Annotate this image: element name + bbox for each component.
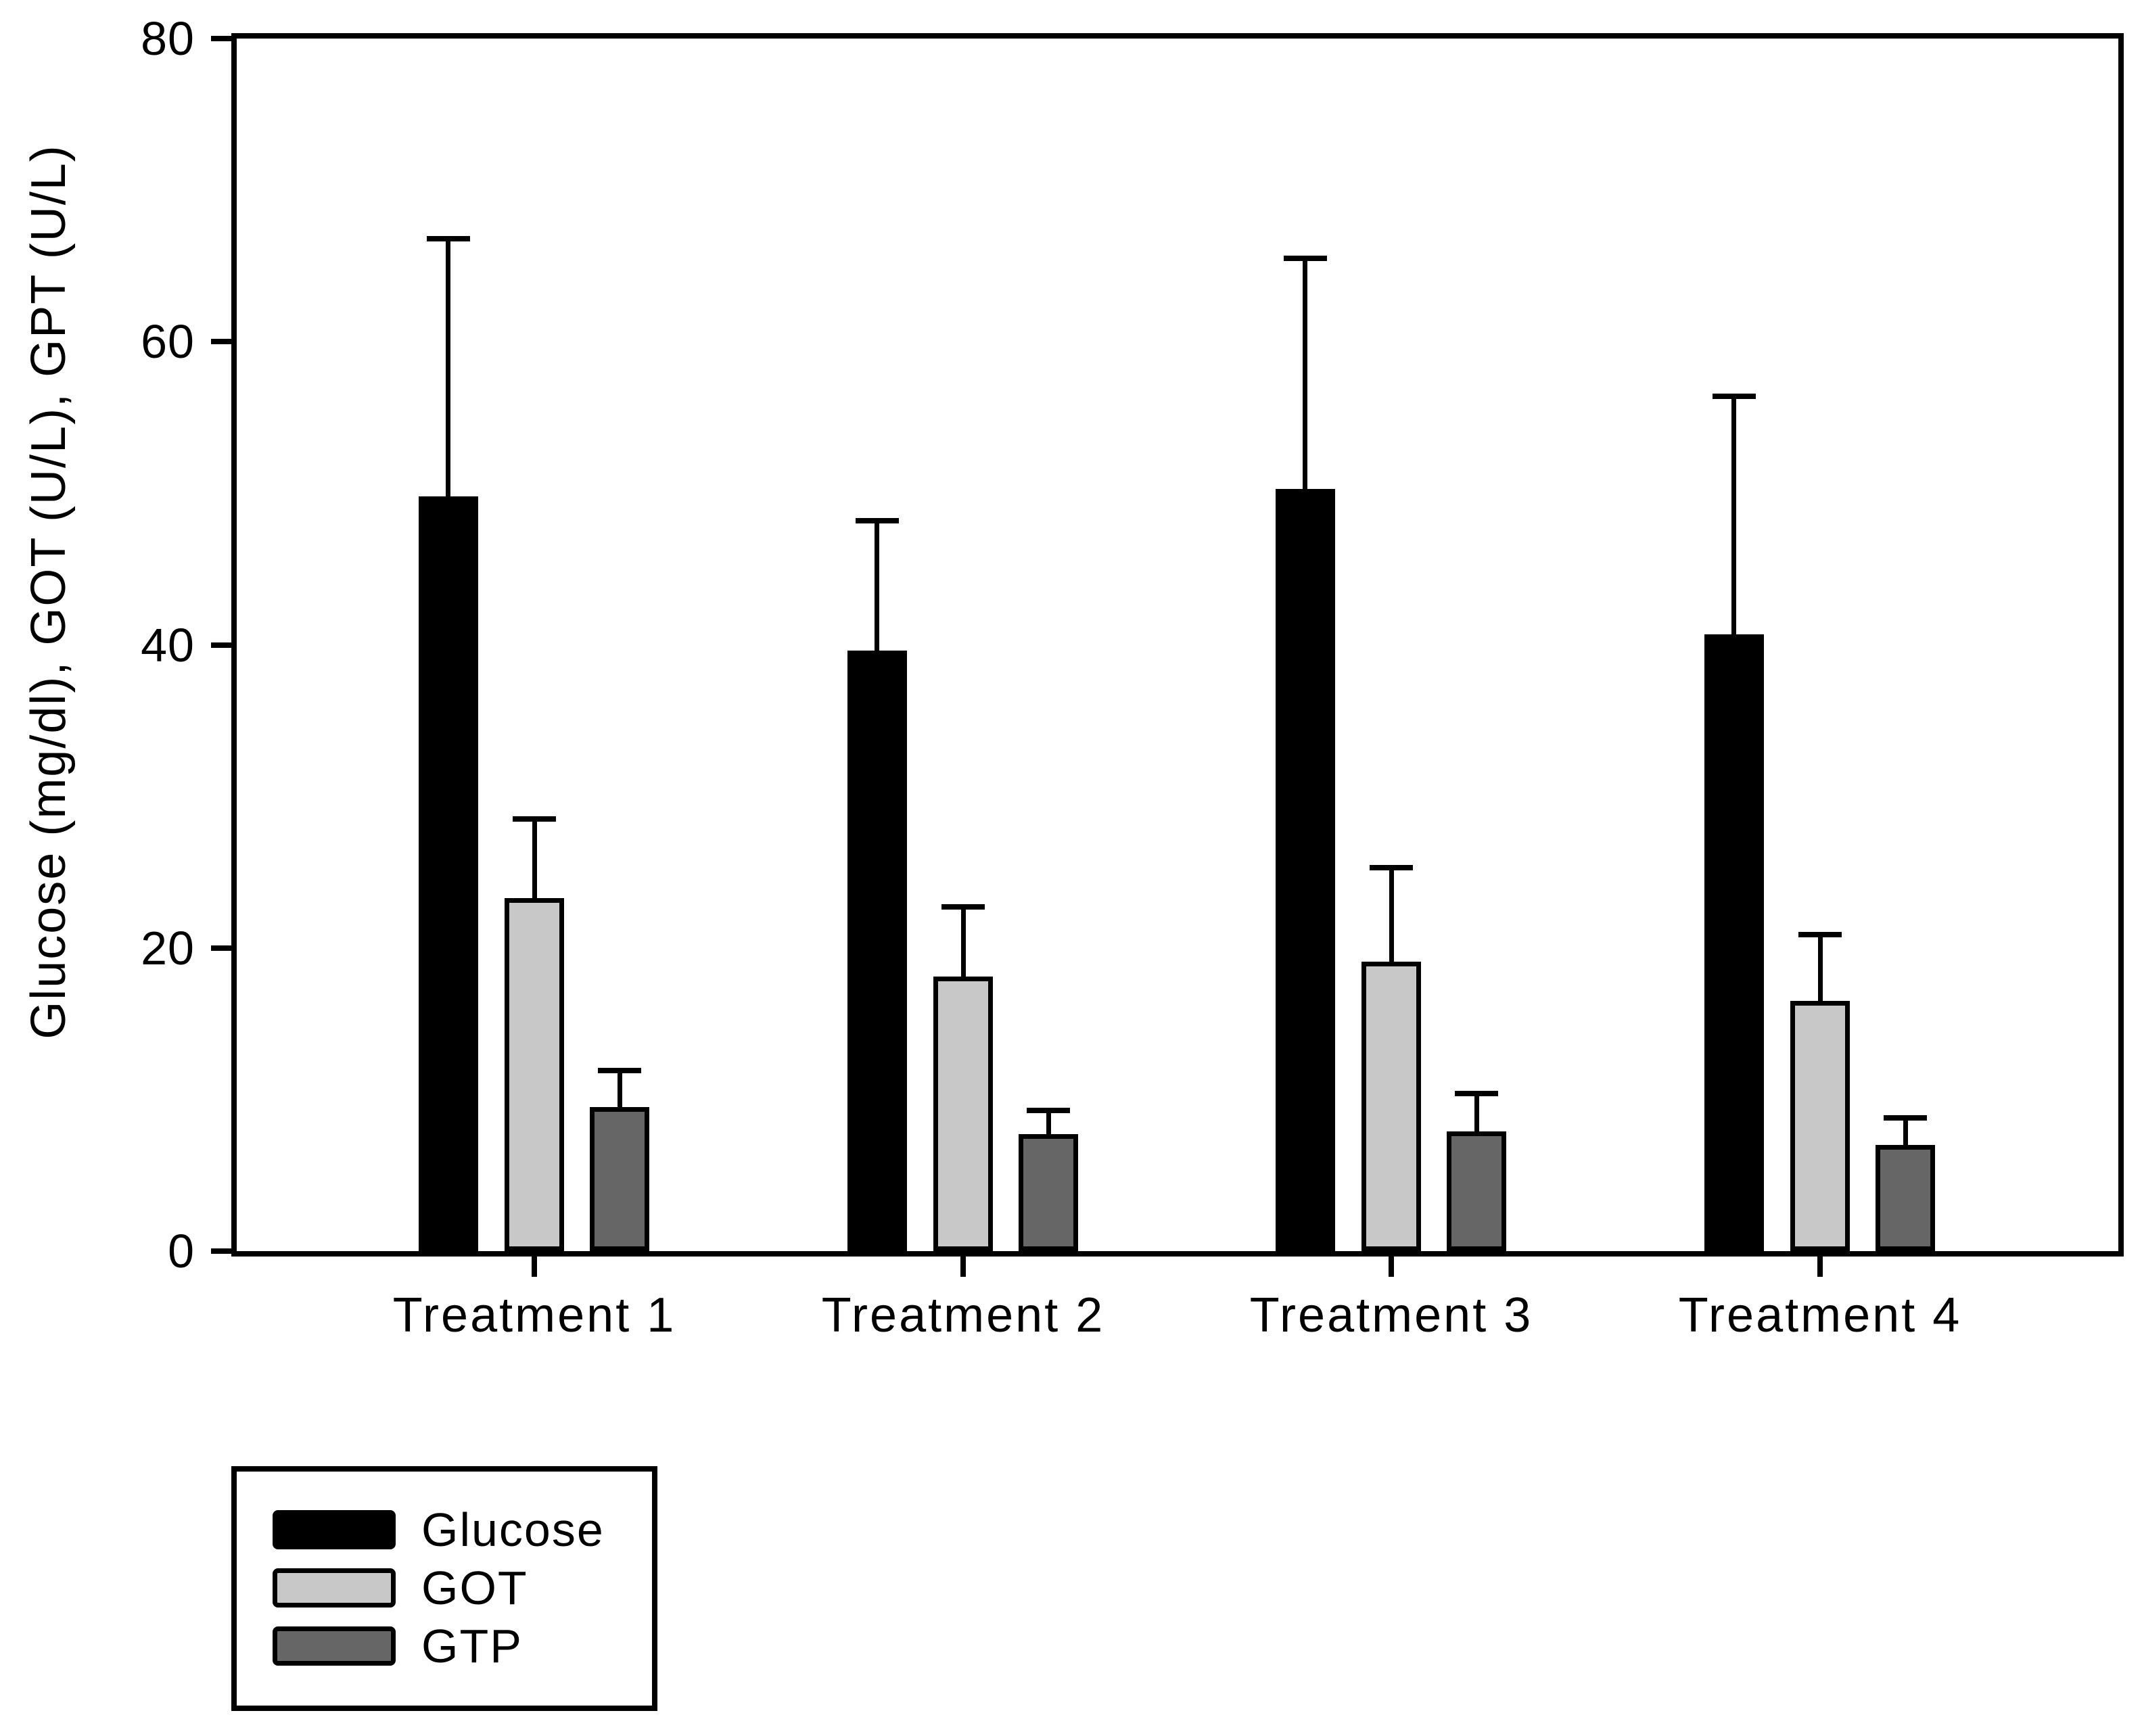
- error-bar-got-treatment-1: [532, 819, 537, 898]
- error-bar-got-treatment-3: [1389, 867, 1394, 962]
- error-cap-glucose-treatment-2: [855, 517, 899, 523]
- legend-label-gtp: GTP: [421, 1620, 523, 1672]
- error-cap-gtp-treatment-1: [598, 1068, 641, 1074]
- bars-layer: [237, 39, 2118, 1251]
- y-tick-label-20: 20: [141, 921, 195, 975]
- bar-got-treatment-4: [1790, 1001, 1850, 1251]
- error-cap-gtp-treatment-3: [1455, 1090, 1498, 1096]
- error-cap-gtp-treatment-4: [1884, 1115, 1927, 1121]
- y-tick-label-0: 0: [168, 1225, 195, 1277]
- y-tick-20: [211, 945, 231, 951]
- y-tick-label-60: 60: [141, 315, 195, 369]
- y-tick-label-40: 40: [141, 618, 195, 672]
- error-cap-gtp-treatment-2: [1027, 1107, 1070, 1113]
- error-bar-glucose-treatment-4: [1731, 396, 1736, 634]
- legend-swatch-gtp: [273, 1626, 396, 1666]
- bar-got-treatment-2: [933, 977, 993, 1251]
- y-tick-label-80: 80: [141, 12, 195, 65]
- y-tick-80: [211, 36, 231, 41]
- y-tick-40: [211, 642, 231, 648]
- error-bar-gtp-treatment-4: [1903, 1117, 1908, 1146]
- bar-got-treatment-1: [505, 897, 564, 1251]
- bar-glucose-treatment-3: [1275, 488, 1335, 1251]
- legend-swatch-got: [273, 1568, 396, 1608]
- x-tick-label-treatment-3: Treatment 3: [1249, 1288, 1533, 1342]
- legend: Glucose GOT GTP: [231, 1466, 657, 1711]
- bar-gtp-treatment-2: [1019, 1134, 1078, 1251]
- x-tick-label-treatment-2: Treatment 2: [821, 1288, 1105, 1342]
- error-cap-glucose-treatment-4: [1712, 393, 1756, 399]
- legend-label-glucose: Glucose: [421, 1503, 605, 1556]
- legend-label-got: GOT: [421, 1562, 528, 1614]
- bar-glucose-treatment-2: [847, 651, 907, 1251]
- error-bar-glucose-treatment-2: [875, 520, 879, 651]
- error-bar-got-treatment-4: [1817, 934, 1823, 1002]
- error-bar-gtp-treatment-2: [1046, 1110, 1051, 1135]
- x-tick-label-treatment-4: Treatment 4: [1678, 1288, 1962, 1342]
- error-cap-glucose-treatment-1: [426, 235, 470, 241]
- x-tick-treatment-3: [1389, 1257, 1394, 1277]
- error-bar-gtp-treatment-3: [1474, 1093, 1479, 1131]
- y-tick-60: [211, 339, 231, 345]
- x-tick-treatment-4: [1817, 1257, 1823, 1277]
- y-tick-0: [211, 1248, 231, 1254]
- legend-row-got: GOT: [237, 1563, 652, 1626]
- bar-gtp-treatment-4: [1876, 1145, 1935, 1251]
- bar-got-treatment-3: [1361, 961, 1421, 1251]
- x-tick-treatment-2: [960, 1257, 966, 1277]
- legend-swatch-glucose: [273, 1510, 396, 1549]
- legend-row-glucose: Glucose: [237, 1505, 652, 1568]
- bar-glucose-treatment-1: [418, 496, 478, 1251]
- bar-glucose-treatment-4: [1704, 634, 1764, 1251]
- error-cap-got-treatment-1: [513, 816, 556, 822]
- x-tick-treatment-1: [532, 1257, 537, 1277]
- error-bar-glucose-treatment-1: [446, 238, 450, 496]
- error-cap-glucose-treatment-3: [1283, 255, 1327, 261]
- x-tick-label-treatment-1: Treatment 1: [392, 1288, 676, 1342]
- error-cap-got-treatment-4: [1798, 931, 1842, 937]
- legend-row-gtp: GTP: [237, 1621, 652, 1685]
- error-cap-got-treatment-3: [1370, 864, 1413, 870]
- bar-gtp-treatment-3: [1447, 1131, 1506, 1251]
- error-cap-got-treatment-2: [941, 904, 985, 910]
- bar-gtp-treatment-1: [590, 1107, 649, 1251]
- error-bar-gtp-treatment-1: [617, 1071, 622, 1108]
- error-bar-got-treatment-2: [960, 907, 966, 977]
- error-bar-glucose-treatment-3: [1303, 258, 1307, 489]
